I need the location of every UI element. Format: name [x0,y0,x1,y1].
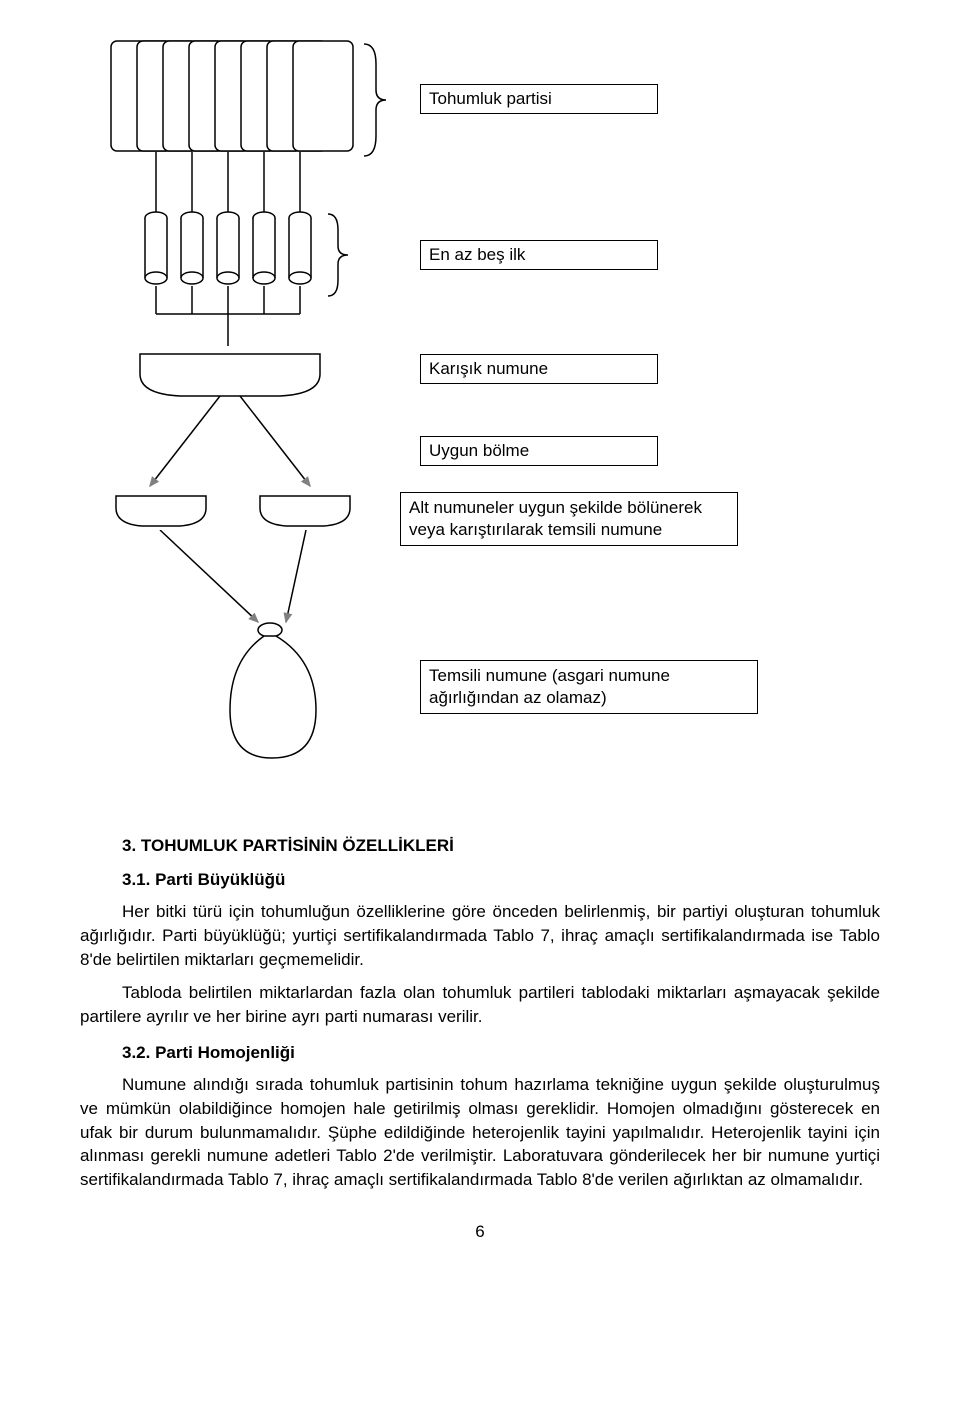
paragraph-3-1-a: Her bitki türü için tohumluğun özellikle… [80,900,880,971]
label-karisik-numune: Karışık numune [420,354,658,384]
label-en-az-bes: En az beş ilk [420,240,658,270]
label-temsili-numune: Temsili numune (asgari numune ağırlığınd… [420,660,758,714]
paragraph-3-1-b: Tabloda belirtilen miktarlardan fazla ol… [80,981,880,1029]
label-uygun-bolme: Uygun bölme [420,436,658,466]
sample-bag [220,620,340,770]
lines-to-bag [110,530,370,630]
diverging-arrows [110,396,370,496]
section-heading: 3. TOHUMLUK PARTİSİNİN ÖZELLİKLERİ [122,836,880,856]
label-alt-numuneler: Alt numuneler uygun şekilde bölünerek ve… [400,492,738,546]
subsection-3-1-title: 3.1. Parti Büyüklüğü [122,870,880,890]
brace-top [356,40,396,160]
page-container: Tohumluk partisi [0,0,960,1423]
sampling-diagram: Tohumluk partisi [110,40,910,800]
paragraph-3-2: Numune alındığı sırada tohumluk partisin… [80,1073,880,1192]
label-tohumluk-partisi: Tohumluk partisi [420,84,658,114]
subsection-3-2-title: 3.2. Parti Homojenliği [122,1043,880,1063]
page-number: 6 [80,1222,880,1242]
lines-boxes-to-cylinders [110,152,370,212]
